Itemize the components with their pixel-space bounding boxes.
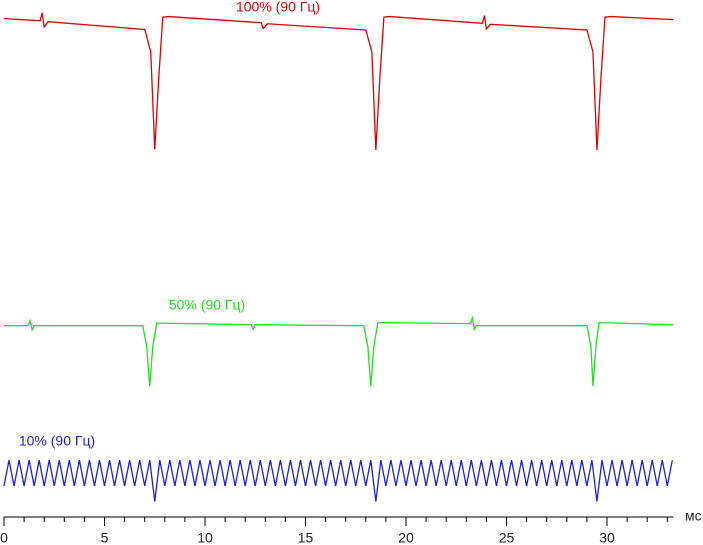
x-tick-label: 25 [499,530,515,545]
trace [3,12,674,150]
trace [3,460,673,502]
x-tick-label: 15 [298,530,314,545]
x-tick-label: 5 [101,530,109,545]
series-label: 100% (90 Гц) [236,0,320,15]
x-tick-label: 20 [398,530,414,545]
trace [4,315,674,387]
series-label: 50% (90 Гц) [169,297,245,313]
x-tick-label: 30 [599,530,615,545]
x-tick-label: 0 [0,530,8,545]
x-axis-label: мс [685,508,702,524]
x-tick-label: 10 [197,530,213,545]
series-label: 10% (90 Гц) [19,433,95,449]
